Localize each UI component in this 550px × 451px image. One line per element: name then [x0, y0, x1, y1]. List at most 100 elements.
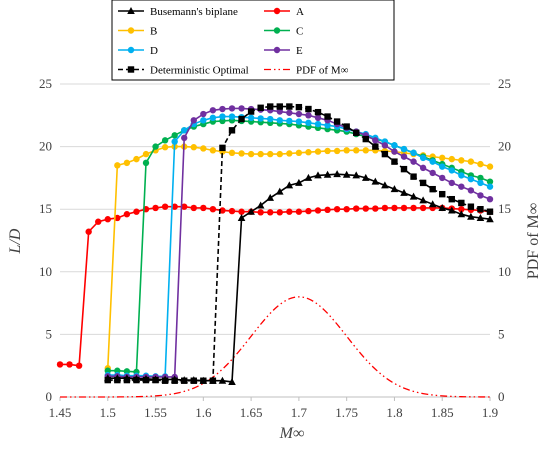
- data-point: [200, 117, 207, 124]
- data-point: [390, 185, 399, 193]
- data-point: [276, 117, 283, 124]
- data-point: [295, 118, 303, 125]
- data-point: [457, 210, 466, 218]
- legend-label: A: [296, 6, 304, 18]
- legend-item: C: [264, 26, 303, 38]
- data-point: [142, 374, 150, 382]
- y-tick-label-left: 20: [39, 139, 52, 154]
- x-tick-label: 1.5: [100, 405, 116, 420]
- data-point: [448, 155, 455, 163]
- x-tick-label: 1.7: [291, 405, 308, 420]
- data-point: [467, 187, 475, 194]
- data-point: [104, 367, 111, 374]
- legend-box: [111, 0, 395, 81]
- data-point: [286, 117, 293, 125]
- data-point: [486, 163, 494, 170]
- data-point: [266, 193, 275, 201]
- legend-label: Busemann's biplane: [150, 6, 238, 18]
- data-point: [476, 213, 485, 221]
- data-point: [391, 158, 398, 165]
- data-point: [152, 143, 159, 150]
- data-point: [295, 149, 303, 157]
- data-point: [362, 147, 369, 154]
- data-point: [400, 188, 408, 196]
- data-point: [486, 208, 494, 215]
- data-point: [467, 212, 475, 220]
- data-point: [267, 115, 274, 123]
- data-point: [161, 375, 169, 383]
- data-point: [66, 361, 73, 368]
- data-point: [361, 173, 370, 181]
- data-point: [324, 147, 331, 155]
- data-point: [410, 149, 417, 157]
- data-point: [333, 147, 341, 155]
- data-point: [151, 375, 160, 383]
- data-point: [247, 150, 255, 158]
- y-tick-label-left: 15: [39, 201, 52, 216]
- data-point: [285, 181, 294, 189]
- data-point: [181, 203, 188, 210]
- data-point: [410, 173, 417, 180]
- y-tick-label-right: 15: [498, 201, 511, 216]
- data-point: [429, 158, 436, 165]
- data-point: [305, 119, 312, 127]
- data-point: [410, 158, 417, 165]
- data-point: [114, 214, 121, 222]
- data-point: [391, 148, 398, 155]
- data-point: [305, 207, 312, 215]
- data-point: [200, 145, 207, 152]
- x-axis-title: M∞: [279, 425, 305, 442]
- y-tick-label-right: 10: [498, 264, 511, 279]
- data-point: [152, 204, 159, 212]
- data-point: [448, 167, 455, 174]
- data-point: [218, 376, 227, 384]
- data-point: [353, 205, 360, 212]
- data-point: [467, 158, 475, 165]
- series-line: [60, 296, 491, 398]
- data-point: [429, 185, 436, 193]
- series-busemann-s-biplane: [103, 170, 494, 385]
- data-point: [189, 376, 198, 384]
- data-point: [228, 149, 236, 157]
- grid: [60, 83, 490, 335]
- data-point: [190, 204, 197, 212]
- data-point: [209, 107, 217, 114]
- data-point: [371, 177, 380, 185]
- data-point: [419, 164, 427, 172]
- data-point: [400, 204, 408, 212]
- data-point: [219, 207, 226, 214]
- data-point: [247, 108, 255, 115]
- data-point: [200, 110, 207, 118]
- data-point: [275, 187, 284, 195]
- data-point: [314, 108, 322, 116]
- data-point: [123, 374, 131, 382]
- data-point: [85, 228, 92, 235]
- data-point: [170, 375, 179, 383]
- data-point: [305, 149, 312, 156]
- data-point: [305, 105, 312, 113]
- x-tick-label: 1.55: [144, 405, 167, 420]
- data-point: [127, 46, 135, 54]
- data-point: [381, 181, 389, 189]
- data-point: [286, 103, 293, 110]
- x-tick-label: 1.75: [335, 405, 358, 420]
- data-point: [477, 192, 484, 199]
- data-point: [314, 114, 322, 122]
- data-point: [123, 159, 131, 167]
- data-point: [295, 110, 303, 118]
- data-point: [353, 129, 360, 137]
- data-point: [439, 154, 446, 162]
- data-point: [257, 115, 264, 122]
- data-point: [419, 196, 427, 204]
- y-tick-label-right: 5: [498, 326, 505, 341]
- data-point: [372, 143, 379, 150]
- data-point: [276, 150, 283, 158]
- data-point: [267, 150, 274, 158]
- x-tick-label: 1.45: [49, 405, 72, 420]
- data-point: [477, 174, 484, 182]
- data-point: [477, 160, 484, 168]
- data-point: [238, 150, 245, 157]
- data-point: [142, 159, 150, 167]
- legend-item: B: [118, 26, 157, 38]
- data-point: [324, 206, 331, 214]
